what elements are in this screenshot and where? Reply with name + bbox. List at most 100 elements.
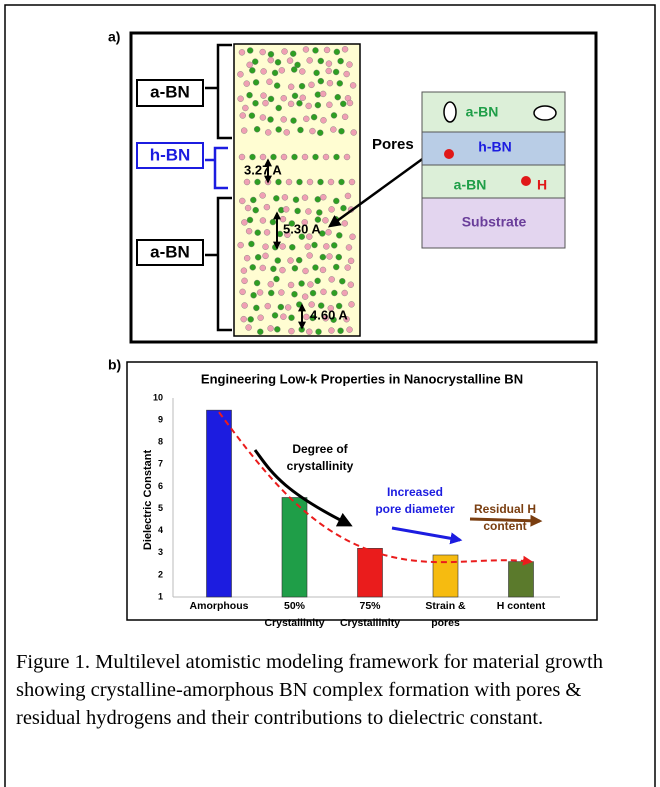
y-tick-label: 6: [158, 481, 163, 491]
arrow: [391, 526, 463, 545]
atom: [268, 289, 275, 297]
atom: [290, 117, 297, 124]
atom: [291, 290, 298, 298]
atom: [328, 327, 335, 334]
atom: [323, 46, 331, 54]
atom: [257, 328, 264, 335]
atom: [344, 192, 352, 200]
atom: [299, 94, 306, 101]
atom: [252, 100, 259, 107]
y-tick-label: 5: [158, 503, 163, 513]
atom: [253, 126, 261, 133]
atom: [327, 178, 335, 186]
atom: [291, 92, 299, 100]
atom: [309, 314, 316, 322]
label-box: [136, 142, 204, 169]
atom: [259, 153, 267, 161]
atom: [248, 112, 256, 119]
atom: [314, 216, 322, 223]
y-tick-label: 8: [158, 437, 163, 447]
atom: [347, 257, 355, 265]
atom: [308, 81, 315, 89]
atom: [250, 196, 257, 204]
atom: [260, 68, 267, 75]
atom: [237, 71, 244, 78]
atom: [259, 48, 266, 56]
spacing-label: 5.30 A: [283, 221, 321, 236]
panel-label: a): [108, 29, 120, 45]
atom: [287, 100, 295, 108]
atom: [305, 102, 312, 110]
atom: [246, 47, 254, 54]
atom: [238, 153, 246, 161]
atom: [341, 46, 349, 53]
atom: [298, 82, 306, 90]
atom: [309, 127, 316, 135]
atom: [307, 281, 314, 288]
atom: [274, 257, 281, 264]
atom: [280, 116, 287, 123]
atom: [320, 117, 327, 124]
atom: [279, 243, 286, 250]
atom: [290, 50, 297, 57]
atom: [267, 56, 274, 64]
y-tick-label: 2: [158, 569, 163, 579]
atom: [326, 101, 333, 108]
atom: [280, 95, 287, 102]
atom: [343, 153, 351, 161]
atom: [314, 196, 321, 203]
bar: [206, 409, 232, 598]
atom: [262, 252, 269, 260]
atom: [332, 68, 340, 76]
atom: [306, 178, 314, 186]
atom: [341, 289, 348, 297]
bracket: [205, 146, 228, 190]
atom: [296, 100, 303, 107]
atom: [335, 302, 343, 310]
atom: [241, 277, 248, 285]
atom: [341, 113, 349, 121]
atom: [284, 231, 291, 238]
atom: [252, 58, 259, 65]
atom: [340, 204, 347, 212]
y-tick-label: 7: [158, 459, 163, 469]
atom: [337, 327, 344, 334]
atom: [306, 57, 313, 64]
atom: [287, 281, 295, 289]
atom: [333, 48, 341, 56]
atom: [273, 82, 281, 89]
atom: [333, 153, 340, 161]
atom: [280, 313, 287, 320]
atom: [298, 280, 305, 287]
atom: [263, 229, 271, 236]
pores-label: Pores: [372, 136, 414, 153]
atom: [254, 254, 262, 261]
atom: [306, 233, 313, 240]
atom: [350, 129, 357, 136]
atom: [260, 92, 267, 99]
plot: 1 2 3 4 5 6 7 8 9 10 Amorphous 50% Crystallinity 75% C…: [153, 392, 560, 629]
atom: [309, 289, 317, 297]
atom: [334, 93, 341, 101]
bar: [357, 548, 383, 598]
atom: [291, 153, 298, 161]
atom: [312, 47, 319, 54]
atom: [259, 114, 267, 121]
atom: [348, 301, 355, 308]
atom: [241, 219, 248, 226]
label-box: [136, 79, 204, 107]
atom: [286, 57, 294, 64]
atom: [314, 277, 321, 285]
atom: [254, 229, 261, 236]
atom: [259, 264, 266, 272]
outer-border: [4, 4, 656, 787]
atom: [322, 217, 329, 224]
bar: [281, 497, 308, 598]
atom: [338, 128, 345, 135]
atom: [303, 313, 310, 321]
atom: [319, 253, 327, 261]
atom: [237, 241, 244, 249]
atom: [320, 194, 327, 201]
atom: [346, 326, 353, 333]
